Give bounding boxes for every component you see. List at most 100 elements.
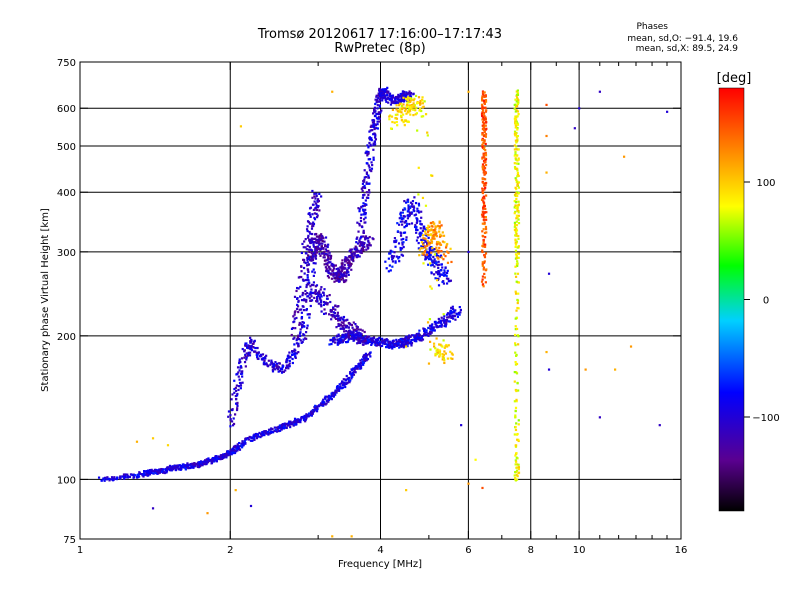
trace-point [514,479,518,482]
trace-point [353,369,356,372]
trace-point [364,175,367,179]
trace-point [369,129,372,132]
trace-point [484,235,487,239]
trace-point [514,123,517,126]
trace-point [430,287,433,290]
trace-point [365,335,368,338]
trace-point [235,394,239,397]
trace-point [302,258,305,261]
trace-point [299,419,302,422]
trace-point [295,339,298,342]
trace-point [248,351,252,354]
trace-point [346,261,349,265]
trace-point [105,478,108,481]
trace-point [315,410,319,413]
trace-point [237,446,240,450]
trace-point [315,202,318,205]
trace-point [307,283,310,286]
trace-point [366,339,369,342]
trace-point [482,126,486,129]
trace-point [515,422,518,425]
trace-point [232,422,236,426]
trace-point [400,99,403,103]
trace-point [318,252,321,255]
trace-point [428,249,431,253]
trace-point [515,362,519,366]
trace-point [364,235,368,238]
trace-point [295,316,298,320]
trace-point [337,334,340,338]
trace-point [515,224,518,227]
trace-point [413,225,417,229]
trace-point [441,240,445,243]
trace-point [122,473,126,476]
trace-point [129,473,133,476]
trace-point [243,349,246,352]
trace-point [436,254,439,258]
trace-point [415,106,418,109]
trace-point [365,237,368,240]
trace-point [401,241,404,244]
trace-point [407,96,410,99]
trace-point [403,124,406,127]
trace-point [481,138,484,142]
trace-point [481,99,484,102]
trace-point [409,92,413,95]
trace-point [309,304,312,308]
trace-point [443,324,446,328]
trace-point [332,263,335,266]
trace-point [171,465,174,468]
trace-point [368,141,371,145]
trace-point [294,419,297,422]
trace-point [402,106,405,109]
trace-point [376,127,380,130]
trace-point [513,107,516,110]
trace-point [229,414,232,417]
trace-point [390,98,393,101]
trace-point [287,354,290,357]
trace-point [415,231,418,234]
trace-point [245,358,248,361]
trace-point [374,343,377,347]
trace-point [269,363,272,366]
trace-point [110,478,113,481]
trace-point [343,324,346,327]
trace-point [324,266,327,269]
trace-point [516,204,519,207]
trace-point [303,325,306,328]
trace-point [372,119,376,122]
trace-point [409,100,412,104]
trace-point [428,251,431,254]
trace-point [483,124,486,127]
trace-point [393,344,396,347]
trace-point [433,273,436,276]
trace-point [435,234,438,238]
trace-point [426,243,429,246]
trace-point [370,137,373,140]
trace-point [401,113,405,116]
scatter-point [598,416,601,419]
trace-point [516,299,520,302]
trace-point [374,340,377,343]
scatter-point [578,107,581,110]
trace-point [278,369,282,373]
trace-point [322,303,325,307]
trace-point [280,371,284,374]
trace-point [408,215,411,218]
trace-point [290,333,293,337]
trace-point [367,146,370,149]
trace-point [418,232,421,235]
trace-point [316,406,319,409]
trace-point [515,141,518,144]
trace-point [352,373,356,376]
trace-point [142,470,146,473]
trace-point [263,433,266,437]
trace-point [196,465,200,468]
trace-point [439,324,442,327]
trace-point [239,387,242,390]
trace-point [339,317,342,320]
scatter-point [467,482,470,485]
trace-point [362,336,365,339]
y-tick-label: 400 [57,188,76,199]
trace-point [514,325,517,328]
